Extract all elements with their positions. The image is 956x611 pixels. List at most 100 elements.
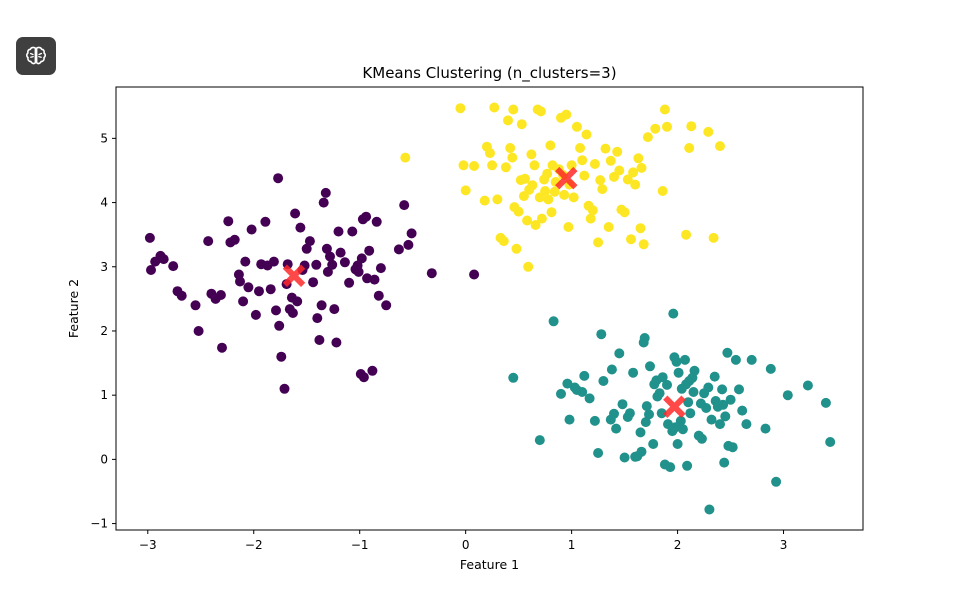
y-tick-label: 1 bbox=[100, 388, 108, 402]
cluster-2-point bbox=[589, 159, 600, 169]
cluster-2-point bbox=[479, 195, 490, 206]
cluster-0-point bbox=[271, 305, 281, 316]
cluster-0-point bbox=[240, 256, 251, 267]
cluster-0-point bbox=[246, 224, 257, 235]
cluster-2-point bbox=[500, 162, 511, 173]
cluster-0-point bbox=[217, 342, 227, 353]
cluster-2-point bbox=[520, 173, 530, 184]
cluster-0-point bbox=[260, 216, 271, 227]
cluster-2-point bbox=[498, 236, 509, 247]
cluster-2-point bbox=[487, 160, 498, 171]
cluster-1-point bbox=[640, 417, 651, 428]
cluster-2-point bbox=[513, 206, 524, 217]
cluster-1-point bbox=[680, 354, 690, 365]
cluster-0-point bbox=[393, 244, 404, 255]
cluster-2-point bbox=[568, 192, 579, 203]
cluster-0-point bbox=[273, 173, 284, 184]
cluster-1-point bbox=[701, 403, 712, 413]
cluster-2-point bbox=[600, 143, 611, 154]
cluster-2-point bbox=[587, 205, 598, 216]
cluster-1-point bbox=[683, 397, 694, 408]
cluster-1-point bbox=[706, 414, 717, 425]
cluster-1-point bbox=[508, 372, 519, 383]
cluster-0-point bbox=[320, 187, 331, 198]
cluster-1-point bbox=[579, 370, 590, 381]
cluster-0-point bbox=[371, 216, 382, 227]
cluster-0-point bbox=[329, 304, 340, 315]
cluster-1-point bbox=[734, 384, 744, 395]
cluster-2-point bbox=[545, 140, 556, 151]
cluster-1-point bbox=[644, 409, 654, 420]
y-tick-label: 0 bbox=[100, 452, 108, 466]
cluster-1-point bbox=[645, 361, 655, 372]
x-tick-label: −1 bbox=[351, 538, 369, 552]
cluster-2-point bbox=[527, 180, 538, 191]
cluster-2-point bbox=[684, 143, 695, 153]
cluster-2-point bbox=[581, 129, 592, 140]
cluster-2-point bbox=[535, 106, 546, 117]
cluster-1-point bbox=[619, 452, 630, 463]
cluster-2-point bbox=[636, 162, 647, 173]
cluster-2-point bbox=[400, 152, 411, 163]
cluster-0-point bbox=[276, 351, 287, 362]
cluster-0-point bbox=[304, 236, 315, 247]
cluster-1-point bbox=[703, 382, 714, 393]
y-tick-label: 4 bbox=[100, 196, 108, 210]
cluster-2-point bbox=[469, 161, 480, 171]
cluster-2-point bbox=[561, 109, 572, 120]
cluster-2-point bbox=[681, 229, 692, 240]
cluster-2-point bbox=[628, 167, 639, 178]
cluster-1-point bbox=[677, 424, 688, 435]
cluster-0-point bbox=[426, 268, 437, 279]
cluster-2-point bbox=[460, 185, 471, 196]
cluster-1-point bbox=[685, 408, 696, 419]
cluster-1-point bbox=[662, 379, 672, 390]
cluster-1-point bbox=[639, 333, 650, 343]
cluster-1-point bbox=[765, 363, 776, 374]
cluster-1-point bbox=[628, 367, 639, 378]
cluster-1-point bbox=[719, 457, 730, 468]
cluster-0-point bbox=[295, 222, 306, 233]
cluster-1-point bbox=[636, 446, 647, 457]
cluster-0-point bbox=[356, 253, 367, 264]
cluster-1-point bbox=[593, 448, 604, 458]
cluster-0-point bbox=[287, 308, 298, 318]
cluster-2-point bbox=[577, 155, 588, 166]
cluster-0-point bbox=[311, 259, 322, 270]
cluster-1-point bbox=[727, 442, 738, 453]
x-tick-label: 3 bbox=[780, 538, 788, 552]
app-menu-button[interactable] bbox=[16, 37, 56, 75]
cluster-0-point bbox=[215, 290, 226, 300]
cluster-1-point bbox=[617, 399, 628, 410]
cluster-2-point bbox=[505, 143, 516, 153]
cluster-1-point bbox=[641, 401, 652, 412]
cluster-0-point bbox=[274, 320, 285, 331]
cluster-1-point bbox=[696, 433, 707, 444]
cluster-1-point bbox=[720, 411, 731, 422]
cluster-1-point bbox=[584, 393, 595, 404]
cluster-2-point bbox=[659, 104, 670, 115]
cluster-2-point bbox=[529, 160, 540, 171]
cluster-0-point bbox=[308, 277, 319, 288]
centroids-layer bbox=[282, 166, 686, 418]
cluster-0-point bbox=[373, 290, 384, 301]
cluster-1-point bbox=[782, 390, 793, 401]
cluster-2-point bbox=[619, 207, 630, 218]
cluster-2-point bbox=[703, 126, 714, 137]
cluster-1-point bbox=[741, 419, 752, 430]
cluster-1-point bbox=[635, 427, 646, 438]
cluster-0-point bbox=[144, 232, 155, 243]
cluster-0-point bbox=[250, 309, 261, 320]
cluster-1-point bbox=[548, 316, 559, 327]
cluster-2-point bbox=[614, 165, 625, 176]
cluster-2-point bbox=[540, 186, 551, 196]
cluster-2-point bbox=[543, 194, 554, 205]
cluster-0-point bbox=[362, 273, 373, 284]
cluster-1-point bbox=[725, 394, 736, 405]
cluster-1-point bbox=[624, 408, 635, 419]
cluster-2-point bbox=[492, 194, 503, 205]
cluster-0-point bbox=[375, 263, 386, 274]
cluster-0-point bbox=[292, 296, 303, 307]
cluster-0-point bbox=[312, 313, 323, 324]
